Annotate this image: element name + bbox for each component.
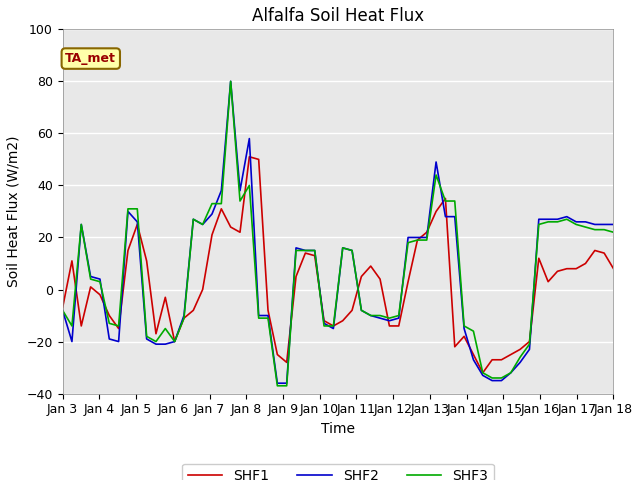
SHF3 xyxy=(218,201,225,206)
SHF1 xyxy=(199,287,207,292)
SHF3 xyxy=(255,315,262,321)
SHF2 xyxy=(59,308,67,313)
SHF1 xyxy=(413,237,421,243)
SHF1 xyxy=(59,305,67,311)
SHF3 xyxy=(59,308,67,313)
Line: SHF1: SHF1 xyxy=(63,157,614,373)
SHF1 xyxy=(152,331,160,336)
SHF3 xyxy=(152,339,160,345)
Text: TA_met: TA_met xyxy=(65,52,116,65)
Legend: SHF1, SHF2, SHF3: SHF1, SHF2, SHF3 xyxy=(182,464,494,480)
SHF3 xyxy=(246,182,253,188)
SHF2 xyxy=(273,380,281,386)
SHF2 xyxy=(246,136,253,142)
Line: SHF2: SHF2 xyxy=(63,81,614,383)
SHF2 xyxy=(255,312,262,318)
X-axis label: Time: Time xyxy=(321,422,355,436)
SHF3 xyxy=(273,383,281,389)
SHF1 xyxy=(479,370,486,376)
SHF1 xyxy=(610,266,618,272)
SHF2 xyxy=(423,235,431,240)
SHF3 xyxy=(610,229,618,235)
Y-axis label: Soil Heat Flux (W/m2): Soil Heat Flux (W/m2) xyxy=(7,136,21,287)
SHF2 xyxy=(227,78,234,84)
Line: SHF3: SHF3 xyxy=(63,81,614,386)
SHF3 xyxy=(227,78,234,84)
SHF2 xyxy=(610,222,618,228)
SHF1 xyxy=(236,229,244,235)
SHF2 xyxy=(199,222,207,228)
SHF1 xyxy=(255,156,262,162)
Title: Alfalfa Soil Heat Flux: Alfalfa Soil Heat Flux xyxy=(252,7,424,25)
SHF2 xyxy=(152,341,160,347)
SHF2 xyxy=(218,188,225,193)
SHF1 xyxy=(218,206,225,212)
SHF1 xyxy=(246,154,253,160)
SHF3 xyxy=(423,237,431,243)
SHF3 xyxy=(199,222,207,228)
